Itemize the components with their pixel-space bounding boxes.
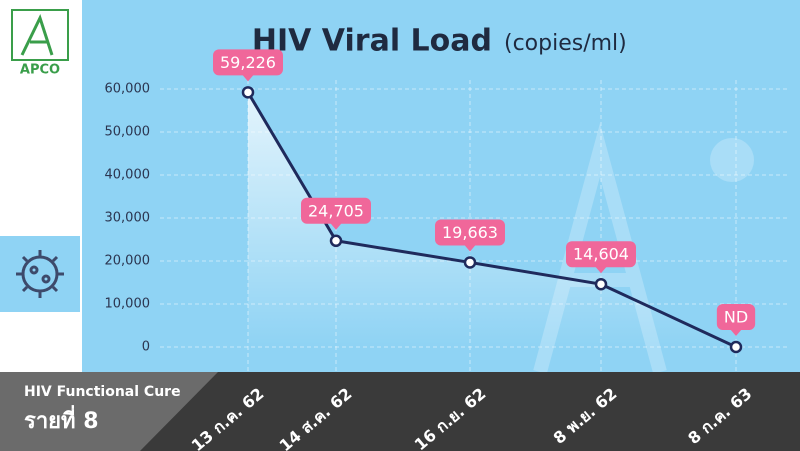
value-label-bg — [435, 219, 505, 246]
point — [329, 234, 343, 248]
value-label-pointer — [595, 266, 607, 274]
y-tick-label: 20,000 — [105, 254, 151, 269]
y-tick-label: 10,000 — [105, 297, 151, 312]
value-label: 24,705 — [308, 201, 364, 220]
flower-watermark — [710, 138, 754, 182]
point — [594, 277, 608, 291]
logo-mark — [11, 9, 69, 61]
value-label-box: 19,663 — [435, 219, 505, 252]
point — [241, 86, 255, 99]
y-tick-label: 40,000 — [105, 168, 151, 183]
point — [463, 256, 477, 269]
virus-panel — [0, 236, 80, 312]
case-number: รายที่ 8 — [24, 404, 99, 434]
value-label-bg — [213, 49, 283, 76]
y-tick-label: 50,000 — [105, 125, 151, 140]
value-label-pointer — [330, 222, 342, 230]
chart-subtitle: (copies/ml) — [504, 31, 627, 56]
logo-text: APCO — [20, 63, 60, 78]
chart-title: HIV Viral Load — [252, 24, 492, 59]
value-label-bg — [566, 241, 636, 268]
case-label: HIV Functional Cure — [24, 384, 181, 400]
virus-icon — [16, 250, 64, 298]
value-label: 59,226 — [220, 53, 276, 72]
value-label-box: 59,226 — [213, 49, 283, 82]
value-label-bg — [301, 197, 371, 224]
value-label-box: ND — [716, 304, 756, 336]
y-tick-label: 30,000 — [105, 211, 151, 226]
value-label-pointer — [464, 244, 476, 252]
y-tick-label: 60,000 — [105, 82, 151, 97]
value-label: ND — [724, 308, 748, 327]
case-panel — [0, 372, 218, 451]
value-label-box: 24,705 — [301, 197, 371, 230]
value-label-box: 14,604 — [566, 241, 636, 274]
value-label: 19,663 — [442, 223, 498, 242]
value-label: 14,604 — [573, 245, 629, 264]
y-tick-label: 0 — [142, 340, 150, 355]
area-glow — [248, 92, 736, 347]
value-label-bg — [716, 304, 756, 330]
value-label-pointer — [242, 74, 254, 82]
point — [729, 340, 743, 354]
value-label-pointer — [730, 329, 742, 336]
